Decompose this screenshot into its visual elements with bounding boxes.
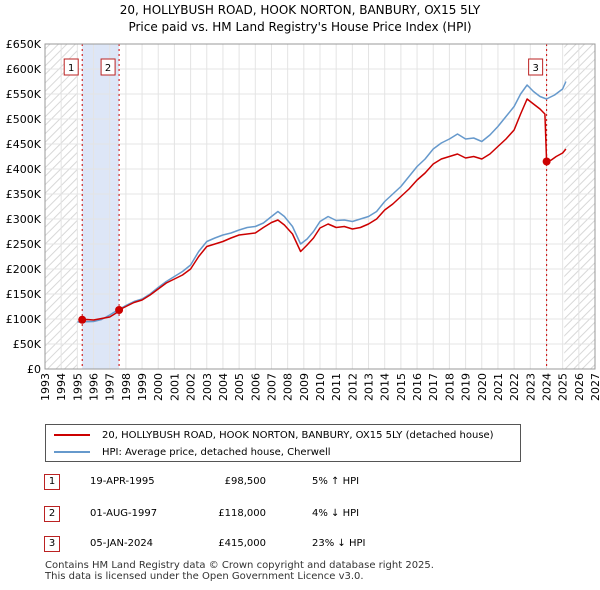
sale-label-box	[528, 58, 544, 76]
transaction-date: 19-APR-1995	[90, 476, 155, 487]
y-tick-label: £500K	[6, 113, 42, 126]
transaction-number-badge: 1	[44, 474, 60, 490]
sale-point	[542, 157, 551, 166]
x-tick-label: 2019	[460, 373, 473, 401]
x-tick-label: 2008	[282, 373, 295, 401]
transaction-number-badge: 2	[44, 506, 60, 522]
sale-label-box	[100, 58, 116, 76]
property-price-line	[82, 98, 567, 321]
x-tick-label: 2017	[427, 373, 440, 401]
x-tick-label: 2009	[298, 373, 311, 401]
x-tick-label: 2011	[330, 373, 343, 401]
price-chart: 1 2 3 £0 £50K £100K £150K £200K £250K £300K £350K…	[6, 38, 600, 401]
y-tick-label: £300K	[6, 213, 42, 226]
x-tick-label: 2002	[185, 373, 198, 401]
x-tick-label: 2010	[314, 373, 327, 401]
x-tick-label: 1995	[71, 373, 84, 401]
x-tick-label: 2014	[379, 373, 392, 401]
y-tick-label: £250K	[6, 238, 42, 251]
y-tick-label: £400K	[6, 163, 42, 176]
y-tick-label: £450K	[6, 138, 42, 151]
x-tick-label: 2004	[217, 373, 230, 401]
x-tick-label: 2003	[201, 373, 214, 401]
transaction-date: 01-AUG-1997	[90, 508, 158, 519]
y-tick-label: £50K	[13, 338, 42, 351]
transaction-hpi-diff: 23% ↓ HPI	[312, 538, 366, 549]
legend-label-property: 20, HOLLYBUSH ROAD, HOOK NORTON, BANBURY…	[102, 429, 494, 441]
x-tick-label: 2018	[443, 373, 456, 401]
y-tick-label: £150K	[6, 288, 42, 301]
y-tick-label: £200K	[6, 263, 42, 276]
y-tick-label: £0	[27, 363, 41, 376]
x-tick-label: 1993	[39, 373, 52, 401]
footer-license: This data is licensed under the Open Gov…	[45, 571, 364, 582]
table-row: 3 05-JAN-2024 £415,000 23% ↓ HPI	[44, 536, 464, 556]
plot-frame	[44, 43, 596, 370]
table-row: 2 01-AUG-1997 £118,000 4% ↓ HPI	[44, 506, 464, 526]
sale-label-box	[63, 58, 79, 76]
x-tick-label: 2027	[589, 373, 600, 401]
x-tick-label: 2025	[557, 373, 570, 401]
legend-item-hpi: HPI: Average price, detached house, Cher…	[54, 444, 331, 460]
transaction-price: £98,500	[224, 476, 266, 487]
sale-label-number: 3	[532, 63, 538, 74]
legend-swatch-hpi	[54, 451, 90, 453]
hatched-region-future	[564, 44, 595, 369]
x-tick-label: 1994	[55, 373, 68, 401]
sale-point	[78, 315, 87, 324]
transaction-hpi-diff: 4% ↓ HPI	[312, 508, 360, 519]
x-tick-label: 2024	[540, 373, 553, 401]
sale-point	[115, 306, 124, 314]
chart-subtitle: Price paid vs. HM Land Registry's House …	[128, 20, 472, 34]
legend: 20, HOLLYBUSH ROAD, HOOK NORTON, BANBURY…	[45, 424, 521, 462]
sale-label-number: 1	[68, 63, 74, 74]
chart-title: 20, HOLLYBUSH ROAD, HOOK NORTON, BANBURY…	[119, 3, 481, 17]
table-row: 1 19-APR-1995 £98,500 5% ↑ HPI	[44, 474, 464, 494]
y-tick-label: £550K	[6, 88, 42, 101]
legend-swatch-property	[54, 434, 90, 436]
y-tick-label: £100K	[6, 313, 42, 326]
x-tick-label: 2007	[265, 373, 278, 401]
transaction-hpi-diff: 5% ↑ HPI	[312, 476, 360, 487]
x-tick-label: 1997	[104, 373, 117, 401]
x-tick-label: 2015	[395, 373, 408, 401]
x-tick-label: 2012	[346, 373, 359, 401]
x-tick-label: 2022	[508, 373, 521, 401]
x-tick-label: 2020	[476, 373, 489, 401]
chart-title-block: 20, HOLLYBUSH ROAD, HOOK NORTON, BANBURY…	[0, 2, 600, 36]
x-tick-label: 2005	[233, 373, 246, 401]
x-tick-label: 2023	[524, 373, 537, 401]
y-tick-label: £350K	[6, 188, 42, 201]
x-tick-label: 2001	[168, 373, 181, 401]
x-tick-label: 2000	[152, 373, 165, 401]
x-tick-label: 2021	[492, 373, 505, 401]
x-tick-label: 2016	[411, 373, 424, 401]
y-tick-label: £650K	[6, 38, 42, 51]
x-tick-label: 1999	[136, 373, 149, 401]
x-tick-label: 2013	[363, 373, 376, 401]
transaction-date: 05-JAN-2024	[90, 538, 154, 549]
x-tick-label: 1998	[120, 373, 133, 401]
transaction-price: £415,000	[218, 538, 266, 549]
sale-label-number: 2	[105, 63, 111, 74]
hpi-line	[77, 81, 567, 323]
x-tick-label: 2006	[249, 373, 262, 401]
x-tick-label: 2026	[573, 373, 586, 401]
legend-item-property: 20, HOLLYBUSH ROAD, HOOK NORTON, BANBURY…	[54, 427, 494, 443]
transaction-price: £118,000	[218, 508, 266, 519]
y-tick-label: £600K	[6, 63, 42, 76]
legend-label-hpi: HPI: Average price, detached house, Cher…	[102, 446, 331, 458]
footer-copyright: Contains HM Land Registry data © Crown c…	[45, 560, 434, 571]
footer: Contains HM Land Registry data © Crown c…	[45, 560, 434, 582]
x-tick-label: 1996	[88, 373, 101, 401]
transaction-number-badge: 3	[44, 536, 60, 552]
